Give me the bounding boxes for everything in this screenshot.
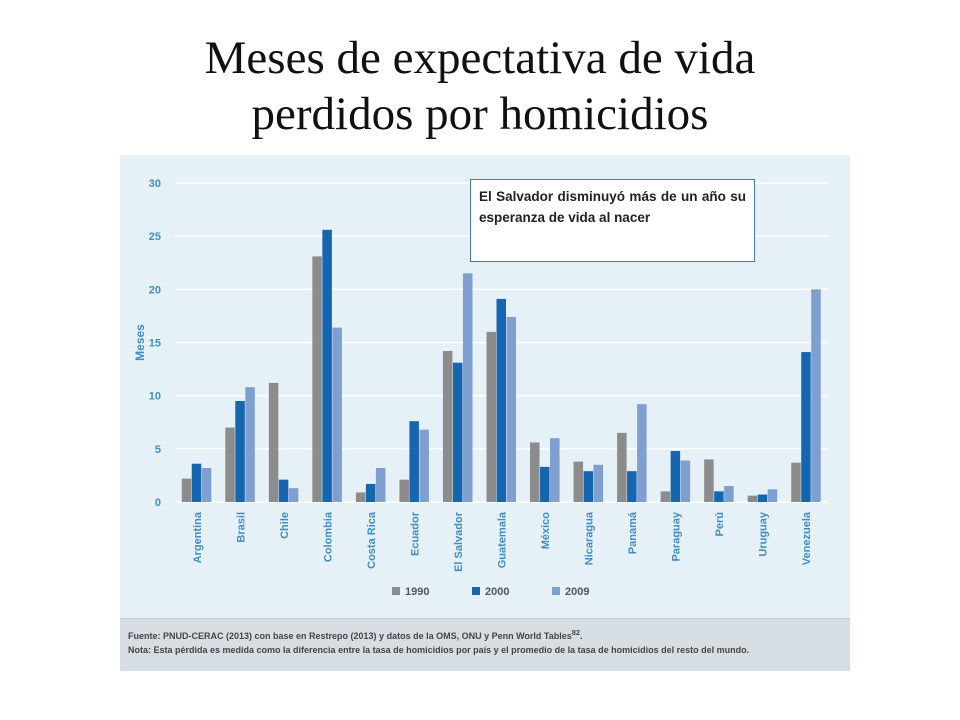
legend-label-2000: 2000 (485, 586, 509, 598)
bar-1990-12 (704, 459, 714, 502)
x-tick-label: Guatemala (497, 511, 509, 568)
x-tick-label: Chile (279, 512, 291, 539)
bar-2009-14 (811, 289, 821, 502)
y-tick-label: 30 (149, 178, 161, 190)
bar-2000-0 (191, 463, 202, 502)
footer-source: Fuente: PNUD-CERAC (2013) con base en Re… (128, 631, 572, 641)
bar-2009-6 (462, 273, 473, 502)
legend-swatch-1990 (392, 587, 400, 595)
bar-1990-1 (225, 427, 235, 502)
y-tick-label: 0 (155, 497, 161, 509)
legend-label-1990: 1990 (405, 586, 429, 598)
bar-2000-5 (409, 421, 419, 502)
bar-2009-3 (332, 327, 342, 502)
slide-title: Meses de expectativa de vida perdidos po… (0, 30, 960, 142)
x-tick-label: Paraguay (671, 511, 683, 561)
bar-1990-5 (399, 479, 409, 502)
slide-title-line1: Meses de expectativa de vida (204, 32, 756, 84)
x-tick-label: Ecuador (409, 511, 421, 556)
x-tick-label: Brasil (235, 512, 247, 543)
x-tick-label: Perú (714, 512, 726, 536)
x-tick-label: Colombia (322, 511, 334, 562)
y-axis-label: Meses (133, 324, 147, 361)
bar-2000-4 (365, 483, 376, 502)
bar-1990-8 (530, 442, 540, 502)
slide-title-line2: perdidos por homicidios (251, 88, 709, 140)
bar-2009-5 (419, 429, 429, 502)
x-tick-label: Nicaragua (584, 511, 596, 565)
bar-1990-3 (312, 256, 322, 502)
bar-2009-9 (593, 464, 604, 502)
legend-swatch-2000 (472, 587, 480, 595)
bar-1990-10 (617, 432, 627, 502)
bar-2000-13 (757, 494, 768, 502)
bar-2009-12 (724, 486, 734, 502)
bar-1990-9 (573, 461, 584, 502)
y-tick-label: 15 (149, 338, 161, 350)
x-tick-label: Venezuela (801, 511, 813, 565)
bar-2009-10 (637, 404, 647, 502)
bar-2000-6 (452, 362, 463, 502)
bar-1990-7 (486, 331, 496, 502)
bar-chart: 0 5 10 15 20 25 30 Meses Argentina Brasil Chile Col… (133, 178, 828, 598)
bar-2000-10 (627, 471, 637, 502)
bar-2000-12 (714, 491, 724, 502)
callout-annotation: El Salvador disminuyó más de un año su e… (470, 179, 755, 262)
bar-1990-6 (442, 351, 453, 502)
footer-note: Nota: Esta pérdida es medida como la dif… (128, 645, 750, 655)
legend-label-2009: 2009 (565, 586, 589, 598)
footer-source-line: Fuente: PNUD-CERAC (2013) con base en Re… (128, 628, 583, 641)
bar-2009-0 (201, 467, 212, 502)
y-tick-label: 20 (149, 284, 161, 296)
y-tick-label: 5 (155, 444, 161, 456)
footer-source-sup: 82 (571, 628, 581, 637)
bar-2009-1 (245, 387, 255, 502)
x-tick-label: Costa Rica (366, 511, 378, 569)
x-tick-label: México (540, 512, 552, 550)
bar-1990-11 (660, 491, 671, 502)
y-tick-label: 25 (149, 231, 161, 243)
bar-2009-2 (288, 488, 299, 502)
bar-2009-7 (506, 316, 516, 502)
bar-2000-11 (670, 450, 681, 502)
bar-2000-14 (801, 352, 811, 502)
x-tick-label: Uruguay (758, 511, 770, 557)
x-tick-label: El Salvador (453, 511, 465, 572)
y-tick-label: 10 (149, 391, 161, 403)
bar-2000-1 (235, 400, 245, 502)
bar-2009-13 (767, 489, 778, 502)
bar-2000-7 (496, 298, 506, 502)
x-tick-label: Argentina (192, 511, 204, 563)
bar-1990-2 (268, 382, 279, 502)
x-tick-label: Panamá (627, 511, 639, 554)
bar-2009-8 (550, 438, 560, 502)
bar-1990-0 (181, 478, 192, 502)
bar-1990-14 (791, 462, 801, 502)
source-footer: Fuente: PNUD-CERAC (2013) con base en Re… (120, 618, 850, 671)
bar-1990-13 (747, 495, 758, 502)
bar-2009-4 (375, 467, 386, 502)
legend-swatch-2009 (552, 587, 560, 595)
bar-2009-11 (680, 460, 691, 502)
bar-2000-2 (278, 479, 289, 502)
bar-2000-3 (322, 229, 332, 502)
bar-2000-8 (540, 466, 550, 502)
bar-1990-4 (355, 492, 366, 502)
bar-2000-9 (583, 471, 594, 502)
